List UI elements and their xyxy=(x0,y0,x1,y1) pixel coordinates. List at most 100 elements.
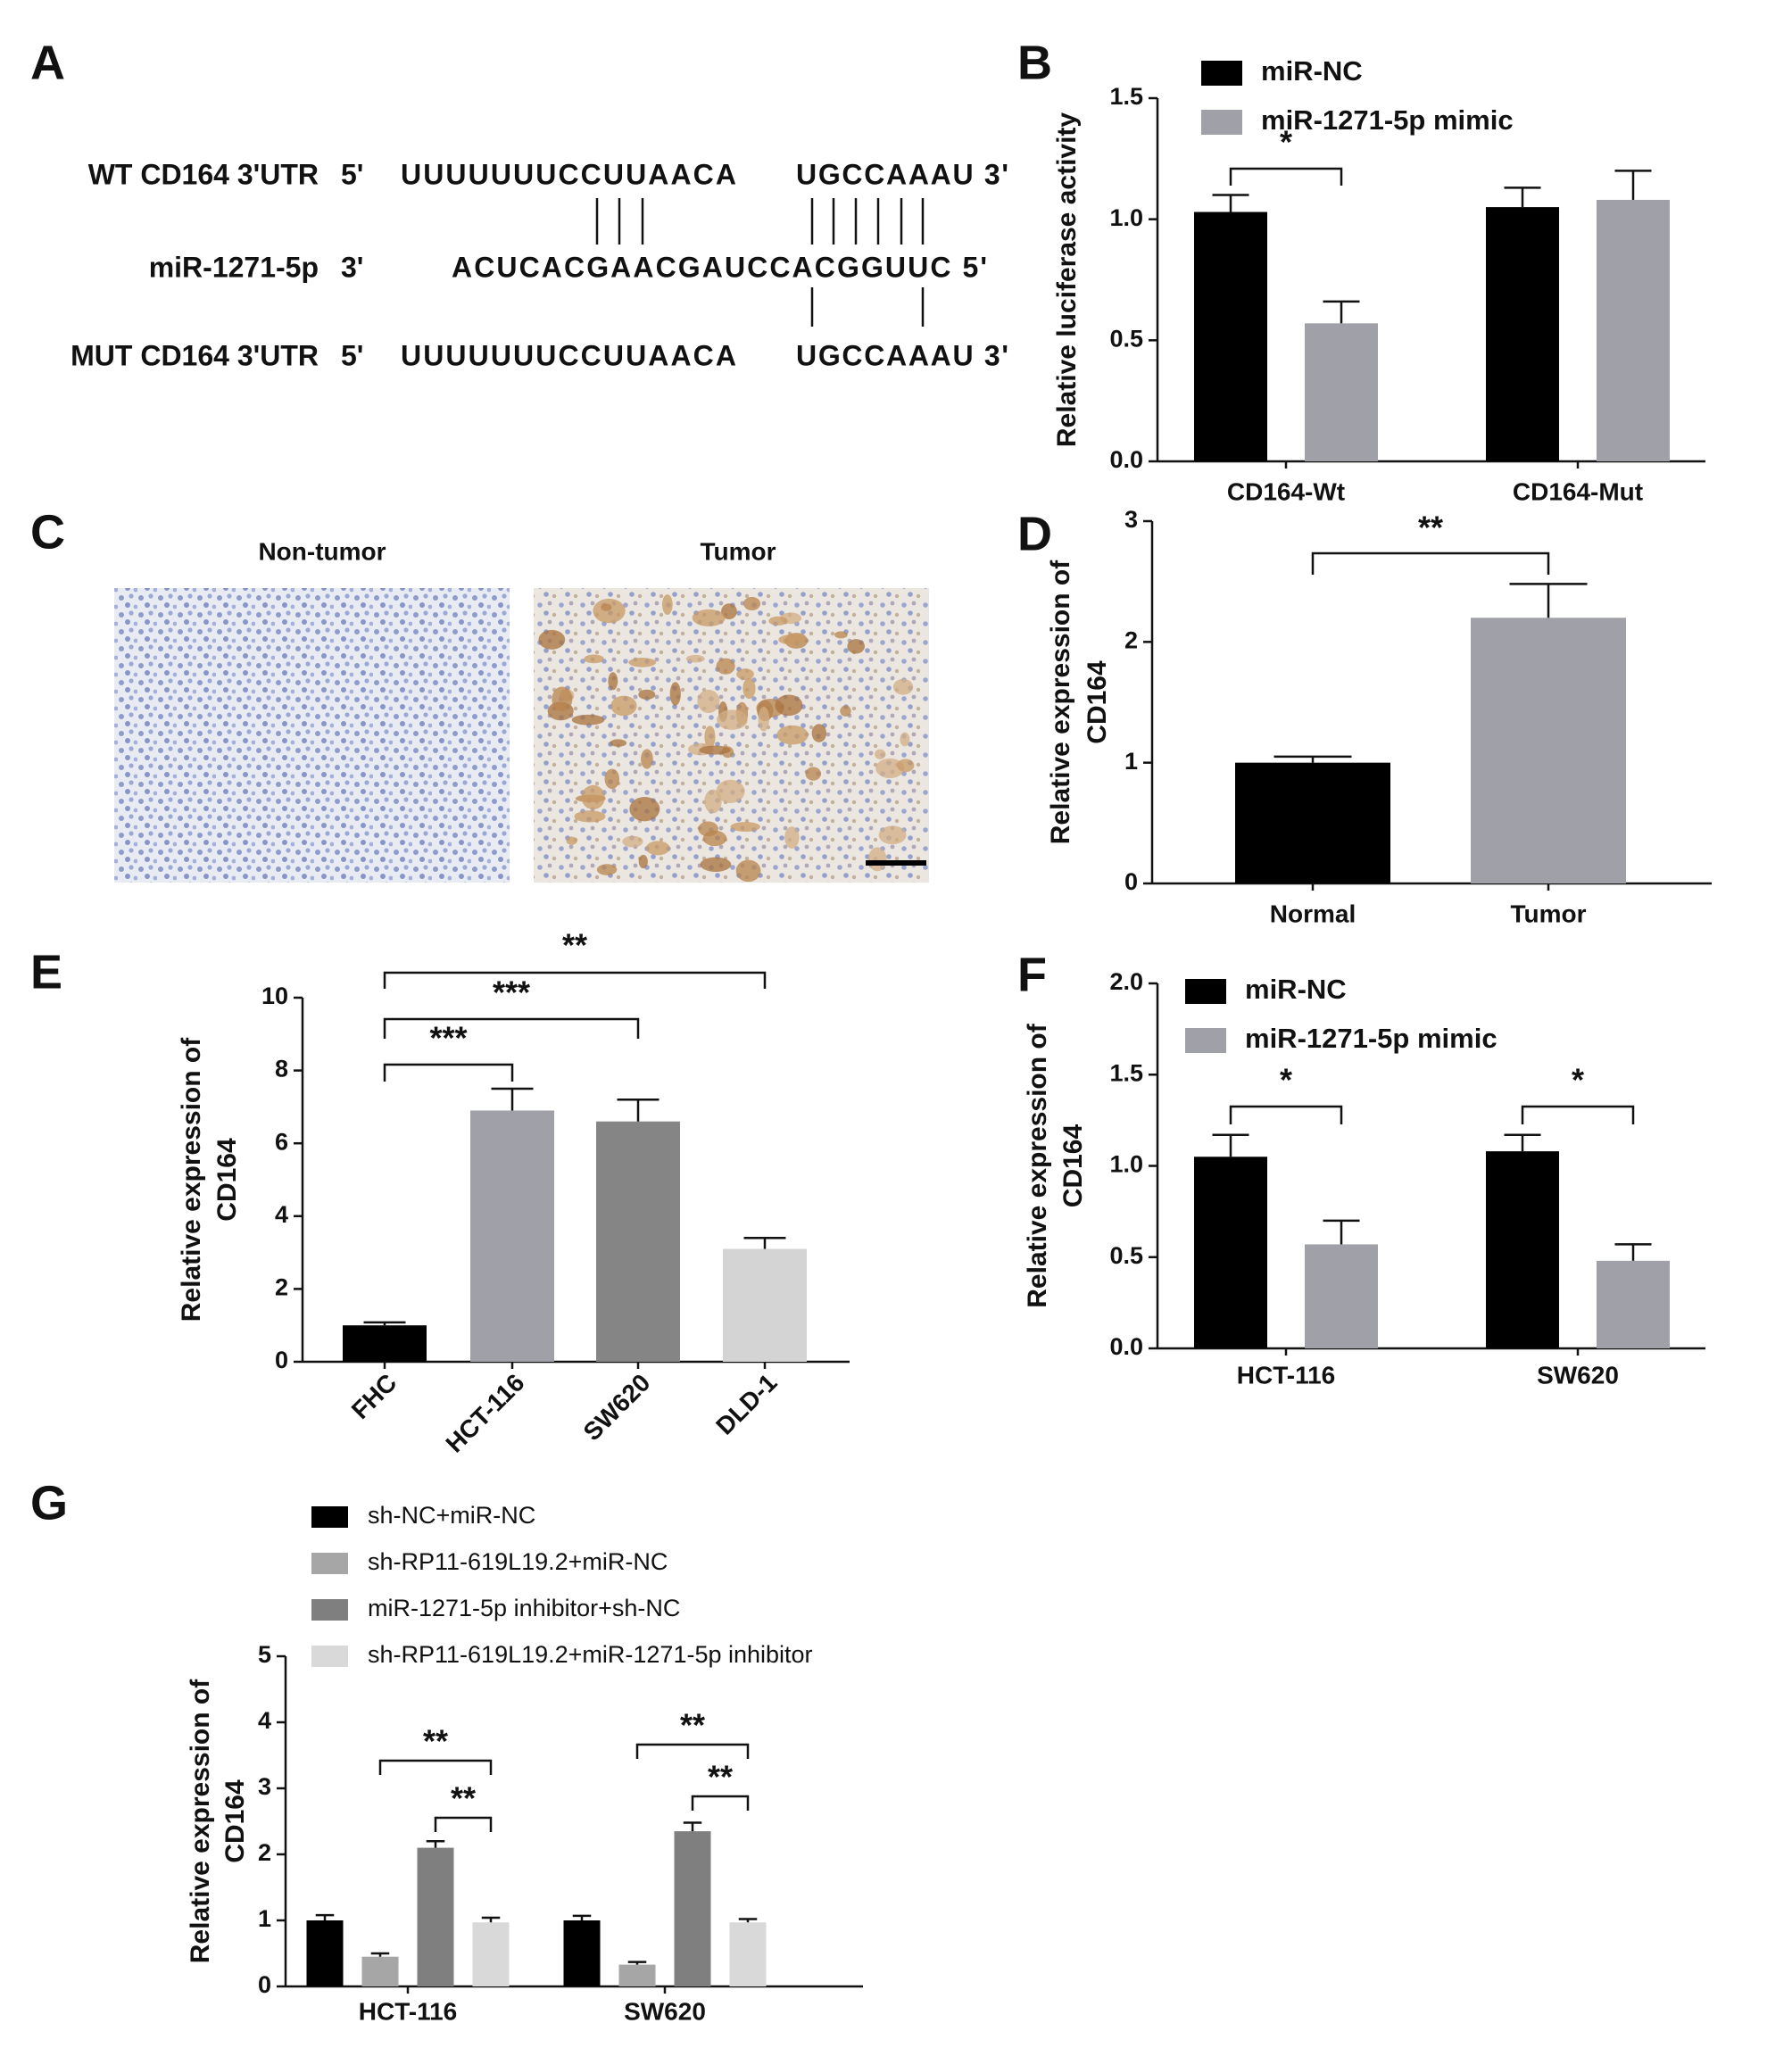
legend-label: miR-NC xyxy=(1245,974,1347,1005)
y-tick-label: 4 xyxy=(258,1707,271,1734)
sequence-name: miR-1271-5p xyxy=(149,251,319,283)
significance-bracket xyxy=(383,1017,640,1039)
stain-spot xyxy=(892,678,914,695)
legend-swatch xyxy=(1201,110,1242,135)
stain-spot xyxy=(867,847,887,872)
bar xyxy=(1486,207,1559,461)
sequence: UUUUUUUCCUUAACA xyxy=(401,339,736,371)
stain-spot xyxy=(669,682,681,706)
bar xyxy=(1305,323,1378,461)
stain-spot xyxy=(641,749,653,769)
error-bar xyxy=(1509,583,1588,618)
panel-label: A xyxy=(30,36,65,89)
legend-label: sh-RP11-619L19.2+miR-NC xyxy=(368,1548,668,1575)
stain-spot xyxy=(840,705,851,717)
stain-spot xyxy=(717,709,748,730)
sequence: ACUCACGAACGAUCCACGGUUC 5' xyxy=(452,251,987,283)
error-bar xyxy=(1323,300,1360,324)
y-axis-title: CD164 xyxy=(212,1138,242,1222)
stain-spot xyxy=(743,596,761,611)
stain-spot xyxy=(629,796,660,822)
histology-image xyxy=(114,588,510,883)
stain-spot xyxy=(692,609,726,626)
significance-label: ** xyxy=(1418,510,1443,546)
stain-spot xyxy=(574,810,606,823)
y-tick-label: 0.5 xyxy=(1109,325,1143,352)
y-tick-label: 0.5 xyxy=(1109,1242,1143,1269)
sequence: UUUUUUUCCUUAACA xyxy=(401,158,736,190)
stain-spot xyxy=(716,779,745,804)
legend-swatch xyxy=(311,1646,348,1667)
y-tick-label: 2 xyxy=(275,1274,288,1301)
legend-swatch xyxy=(1185,1028,1226,1053)
stain-spot xyxy=(638,854,648,869)
bar xyxy=(1194,211,1267,461)
y-tick-label: 0 xyxy=(258,1971,271,1998)
bar xyxy=(361,1956,399,1986)
significance-label: ** xyxy=(680,1707,705,1744)
legend-label: sh-NC+miR-NC xyxy=(368,1502,535,1529)
bar xyxy=(1471,618,1626,883)
y-axis-title: CD164 xyxy=(220,1779,250,1863)
error-bar xyxy=(627,1961,647,1965)
error-bar xyxy=(315,1913,335,1920)
error-bar xyxy=(481,1916,501,1923)
stain-spot xyxy=(758,706,770,732)
error-bar xyxy=(1614,170,1652,200)
staining xyxy=(538,594,915,883)
significance-bracket xyxy=(1521,1105,1635,1124)
significance-bracket xyxy=(1229,167,1343,186)
y-axis-title: Relative expression of xyxy=(177,1037,206,1322)
error-bar xyxy=(617,1098,660,1122)
significance-label: ** xyxy=(451,1780,476,1817)
y-axis-title: CD164 xyxy=(1083,660,1112,744)
stain-spot xyxy=(596,864,618,875)
x-tick-label: HCT-116 xyxy=(359,1997,458,2025)
panel-label: C xyxy=(30,505,65,559)
pairing-lines xyxy=(595,198,925,327)
legend-label: sh-RP11-619L19.2+miR-1271-5p inhibitor xyxy=(368,1641,813,1668)
image-title: Tumor xyxy=(700,537,776,565)
stain-spot xyxy=(538,629,566,650)
sequence-end: 3' xyxy=(341,251,363,283)
sequence-end: 5' xyxy=(341,339,363,371)
stain-spot xyxy=(704,726,716,749)
x-tick-label: HCT-116 xyxy=(1237,1361,1336,1389)
stain-spot xyxy=(721,603,737,620)
x-tick-label: CD164-Wt xyxy=(1227,477,1345,505)
legend-label: miR-1271-5p mimic xyxy=(1245,1023,1497,1054)
x-tick-label: FHC xyxy=(346,1369,402,1425)
error-bar xyxy=(491,1087,534,1111)
significance-bracket xyxy=(691,1795,750,1811)
bar xyxy=(417,1847,454,1986)
stain-spot xyxy=(571,714,605,726)
error-bar xyxy=(1504,1133,1541,1152)
error-bar xyxy=(1614,1243,1652,1261)
bar xyxy=(729,1922,767,1986)
y-tick-label: 2.0 xyxy=(1109,968,1143,995)
stain-spot xyxy=(581,784,605,810)
y-axis-title: Relative luciferase activity xyxy=(1052,112,1082,448)
stain-spot xyxy=(608,672,618,691)
bar xyxy=(470,1110,554,1362)
bar xyxy=(618,1964,656,1986)
bar xyxy=(723,1248,807,1362)
stain-spot xyxy=(593,598,626,624)
bar xyxy=(472,1922,510,1986)
stain-spot xyxy=(743,677,756,700)
y-tick-label: 1.5 xyxy=(1109,83,1143,110)
error-bar xyxy=(683,1821,702,1832)
y-tick-label: 1 xyxy=(258,1905,271,1932)
stain-spot xyxy=(775,694,803,717)
bar xyxy=(343,1325,427,1362)
bar xyxy=(1305,1244,1378,1348)
stain-spot xyxy=(700,857,732,872)
stain-spot xyxy=(702,830,727,847)
y-tick-label: 1.0 xyxy=(1109,204,1143,231)
sequence: UGCCAAAU 3' xyxy=(796,158,1008,190)
image-title: Non-tumor xyxy=(258,537,386,565)
stain-spot xyxy=(736,668,754,680)
stain-spot xyxy=(730,822,761,832)
error-bar xyxy=(1504,187,1541,208)
bar xyxy=(1235,762,1390,883)
